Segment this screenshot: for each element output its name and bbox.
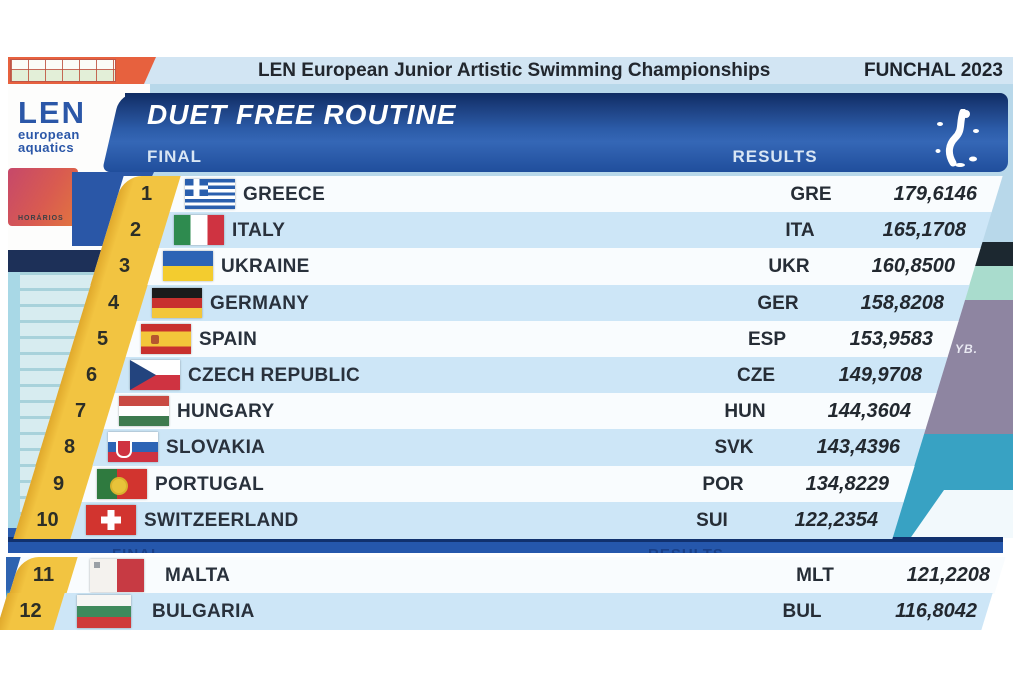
result-row: 4 GERMANY GER 158,8208: [79, 284, 970, 322]
result-row: 2 ITALY ITA 165,1708: [101, 212, 992, 250]
result-row: 1 GREECE GRE 179,6146: [112, 176, 1003, 213]
result-row: 12 BULGARIA BUL 116,8042: [0, 593, 993, 630]
flag-hungary-icon: [119, 396, 169, 427]
seam-results-bar: FINAL RESULTS: [8, 537, 1003, 553]
result-row: 7 HUNGARY HUN 144,3604: [46, 393, 937, 431]
score-value: 153,9583: [849, 327, 933, 350]
score-value: 179,6146: [893, 183, 977, 205]
country-name: PORTUGAL: [155, 473, 265, 495]
rank-number: 1: [140, 183, 153, 205]
len-logo-text: LEN: [18, 95, 86, 130]
score-value: 158,8208: [860, 291, 944, 314]
poster-artwork: [8, 168, 78, 226]
mini-schedule-table: [10, 59, 116, 82]
score-value: 149,9708: [838, 364, 922, 386]
len-logo-sub2: aquatics: [18, 140, 74, 155]
score-value: 143,4396: [816, 436, 900, 459]
result-row: 3 UKRAINE UKR 160,8500: [90, 248, 981, 286]
score-value: 134,8229: [805, 472, 889, 495]
rank-number: 2: [129, 219, 142, 242]
rank-number: 8: [63, 436, 76, 459]
score-value: 121,2208: [906, 564, 990, 586]
country-name: BULGARIA: [152, 601, 255, 622]
championship-title: LEN European Junior Artistic Swimming Ch…: [258, 60, 771, 81]
country-name: SLOVAKIA: [166, 437, 266, 459]
poster-caption: HORÁRIOS: [18, 215, 64, 222]
flag-bulgaria-icon: [77, 595, 131, 628]
score-value: 160,8500: [871, 255, 955, 278]
result-row: 10 SWITZEERLAND SUI 122,2354: [13, 501, 904, 539]
artistic-swimmer-splash-icon: [935, 109, 979, 167]
rank-number: 9: [52, 472, 65, 495]
result-row: 5 SPAIN ESP 153,9583: [68, 320, 959, 358]
country-name: GREECE: [243, 184, 326, 205]
len-logo: LEN european aquatics: [18, 95, 86, 155]
round-label: FINAL: [147, 147, 203, 166]
score-value: 165,1708: [882, 219, 966, 242]
result-row: 9 PORTUGAL POR 134,8229: [24, 465, 915, 503]
rank-number: 5: [96, 327, 109, 350]
country-name: HUNGARY: [177, 401, 275, 423]
country-name: SPAIN: [199, 328, 258, 350]
rank-number: 10: [36, 508, 59, 531]
flag-slovakia-icon: [108, 432, 158, 463]
score-value: 144,3604: [827, 400, 911, 423]
len-logo-sub1: european: [18, 127, 80, 142]
rank-number: 4: [107, 291, 120, 314]
country-name: MALTA: [165, 565, 231, 586]
country-name: CZECH REPUBLIC: [188, 365, 361, 386]
flag-portugal-icon: [97, 468, 147, 499]
flag-germany-icon: [152, 287, 202, 318]
event-title: DUET FREE ROUTINE: [147, 99, 457, 130]
rank-number: 6: [85, 364, 98, 386]
flag-czech-republic-icon: [130, 360, 180, 390]
rank-number: 3: [118, 255, 131, 278]
results-column-label: RESULTS: [732, 147, 818, 166]
rank-number: 12: [19, 600, 42, 622]
title-bar: DUET FREE ROUTINE FINAL RESULTS: [125, 93, 1008, 172]
score-value: 122,2354: [794, 508, 878, 531]
flag-spain-icon: [141, 323, 191, 354]
flag-ukraine-icon: [163, 251, 213, 282]
header-orange-block: [8, 57, 156, 84]
header-band: LEN European Junior Artistic Swimming Ch…: [8, 57, 1013, 84]
pool-marking-text: YB.: [955, 342, 979, 356]
event-location-year: FUNCHAL 2023: [863, 60, 1003, 81]
flag-malta-icon: [90, 559, 144, 592]
score-value: 116,8042: [895, 600, 977, 622]
rank-number: 11: [32, 564, 55, 586]
flag-greece-icon: [185, 179, 235, 209]
country-name: SWITZEERLAND: [144, 509, 299, 531]
result-row: 6 CZECH REPUBLIC CZE 149,9708: [57, 357, 948, 394]
flag-italy-icon: [174, 215, 224, 246]
rank-number: 7: [74, 400, 87, 423]
seam-results-label: RESULTS: [648, 546, 724, 553]
flag-switzerland-icon: [86, 504, 136, 535]
seam-final-label: FINAL: [112, 546, 161, 553]
country-name: UKRAINE: [221, 256, 310, 278]
result-row: 8 SLOVAKIA SVK 143,4396: [35, 429, 926, 467]
country-name: GERMANY: [210, 292, 310, 314]
country-name: ITALY: [232, 220, 286, 242]
result-row: 11 MALTA MLT 121,2208: [9, 557, 1006, 594]
